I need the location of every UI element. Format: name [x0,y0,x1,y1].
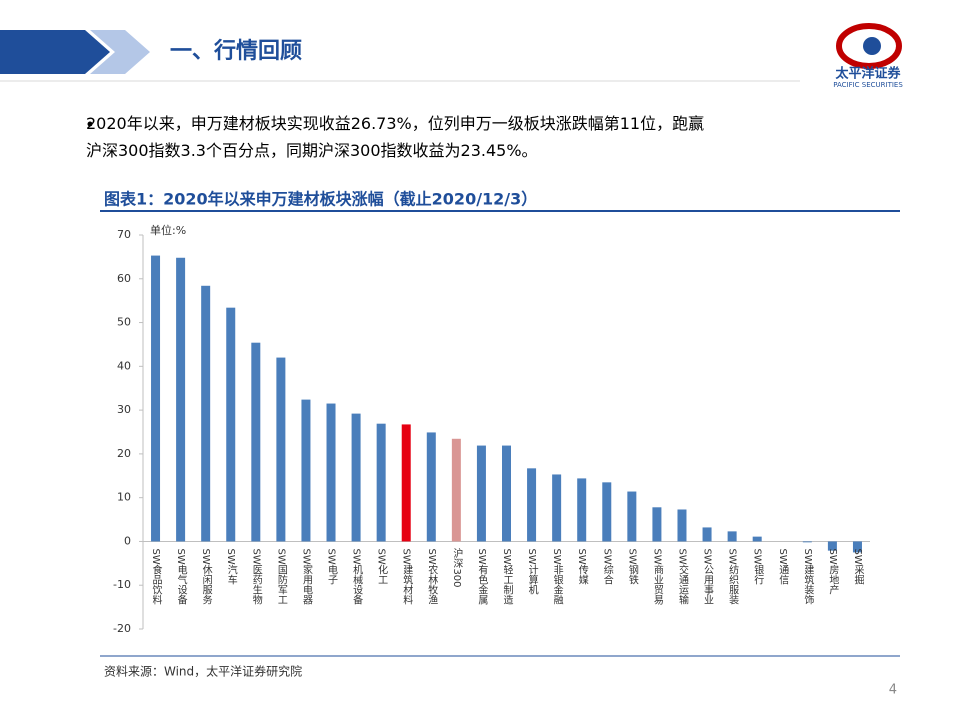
bar [226,307,236,542]
bar [151,255,161,542]
bar [827,541,837,551]
bar [176,257,186,542]
x-tick-label: SW银行 [752,548,764,585]
y-tick-label: -10 [113,578,131,591]
x-tick-label: SW商业贸易 [651,548,663,605]
bullet-line: 2020年以来，申万建材板块实现收益26.73%，位列申万一级板块涨跌幅第11位… [86,114,705,133]
y-tick-label: 40 [117,359,131,372]
bar [426,432,436,542]
x-tick-label: SW电气设备 [175,548,187,605]
y-tick-label: 70 [117,228,131,241]
chart-title: 图表1：2020年以来申万建材板块涨幅（截止2020/12/3） [104,190,537,209]
y-tick-label: -20 [113,622,131,635]
x-tick-label: SW非银金融 [551,548,563,605]
logo-dot [863,37,881,55]
source: 资料来源：Wind，太平洋证券研究院 [104,664,302,679]
logo-sub: PACIFIC SECURITIES [833,81,903,89]
bar [251,342,261,542]
slide-title: 一、行情回顾 [170,38,302,64]
x-tick-label: SW通信 [777,548,789,585]
bar [577,478,587,542]
y-tick-label: 30 [117,403,131,416]
x-tick-label: SW计算机 [526,548,538,595]
x-tick-label: SW轻工制造 [501,548,513,604]
x-tick-label: SW纺织服装 [727,548,739,605]
bar [276,357,286,542]
unit-label: 单位:% [150,223,186,237]
header-band [0,30,110,74]
x-tick-label: SW机械设备 [351,548,363,605]
bar [326,403,336,542]
x-tick-label: SW汽车 [225,548,237,585]
bar [602,482,612,542]
y-tick-label: 10 [117,491,131,504]
x-tick-label: SW建筑材料 [401,548,413,605]
x-tick-label: SW休闲服务 [200,548,212,605]
bar [476,445,486,542]
x-tick-label: SW食品饮料 [150,548,162,605]
x-tick-label: SW农林牧渔 [426,548,438,605]
x-tick-label: SW建筑装饰 [802,548,814,605]
bullet-line: 沪深300指数3.3个百分点，同期沪深300指数收益为23.45%。 [86,141,538,160]
y-tick-label: 60 [117,272,131,285]
x-tick-label: 沪深300 [451,547,463,587]
bar [351,413,361,542]
bar [802,541,812,543]
x-tick-label: SW化工 [376,548,388,584]
bar [677,509,687,542]
x-tick-label: SW国防军工 [275,548,287,604]
x-tick-label: SW家用电器 [300,548,312,605]
bar [376,423,386,542]
logo-name: 太平洋证券 [834,66,901,82]
x-tick-label: SW钢铁 [626,548,638,585]
bar [301,399,311,542]
logo-ring [836,23,902,69]
x-tick-label: SW公用事业 [702,548,714,604]
x-tick-label: SW房地产 [827,548,839,595]
x-tick-label: SW交通运输 [676,548,688,605]
bar [502,445,511,542]
bar [727,531,737,542]
bar [401,424,411,542]
page-number: 4 [889,683,897,698]
bar [752,536,762,542]
bar [702,527,712,542]
bar [451,438,461,542]
x-tick-label: SW传媒 [576,548,588,585]
bar [201,285,211,542]
x-tick-label: SW采掘 [852,548,864,585]
bullet-text: 2020年以来，申万建材板块实现收益26.73%，位列申万一级板块涨跌幅第11位… [86,110,704,164]
bar [852,541,862,553]
bar [652,507,662,542]
header-chevron [90,30,150,74]
bar [552,474,562,542]
bar [627,491,637,542]
x-tick-label: SW有色金属 [476,548,488,605]
x-tick-label: SW医药生物 [250,548,262,605]
x-tick-label: SW电子 [326,548,338,584]
y-tick-label: 50 [117,316,131,329]
y-tick-label: 0 [124,534,131,547]
x-tick-label: SW综合 [601,548,613,585]
bullet-dot [87,121,93,127]
bar [527,468,537,542]
y-tick-label: 20 [117,447,131,460]
